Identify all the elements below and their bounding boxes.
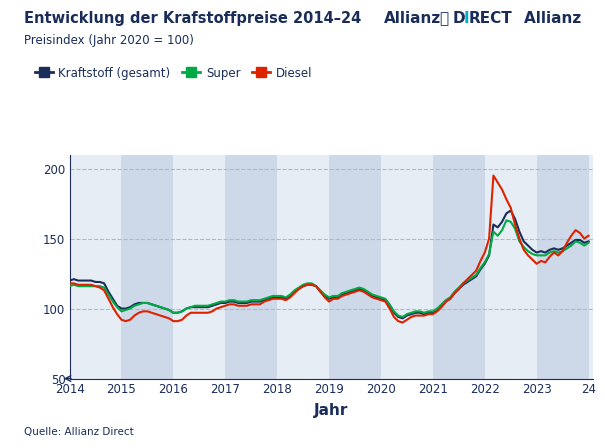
Text: Preisindex (Jahr 2020 = 100): Preisindex (Jahr 2020 = 100): [24, 34, 194, 47]
Text: Allianz: Allianz: [525, 11, 587, 26]
Text: I: I: [463, 11, 469, 26]
Bar: [433, 155, 485, 379]
Bar: [225, 155, 277, 379]
Text: Ⓜ: Ⓜ: [439, 11, 448, 26]
Bar: [329, 155, 381, 379]
Text: Allianz: Allianz: [384, 11, 442, 26]
Text: RECT: RECT: [468, 11, 512, 26]
Text: Entwicklung der Krafstoffpreise 2014–24: Entwicklung der Krafstoffpreise 2014–24: [24, 11, 361, 26]
Text: Quelle: Allianz Direct: Quelle: Allianz Direct: [24, 427, 134, 437]
Text: D: D: [453, 11, 465, 26]
Bar: [537, 155, 589, 379]
Bar: [122, 155, 174, 379]
X-axis label: Jahr: Jahr: [314, 403, 348, 418]
Legend: Kraftstoff (gesamt), Super, Diesel: Kraftstoff (gesamt), Super, Diesel: [30, 62, 317, 84]
